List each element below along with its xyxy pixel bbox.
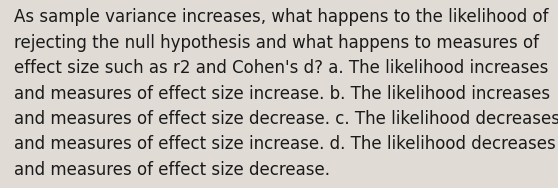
Text: effect size such as r2 and Cohen's d? a. The likelihood increases: effect size such as r2 and Cohen's d? a.… (14, 59, 549, 77)
Text: and measures of effect size increase. b. The likelihood increases: and measures of effect size increase. b.… (14, 85, 550, 103)
Text: and measures of effect size decrease.: and measures of effect size decrease. (14, 161, 330, 179)
Text: As sample variance increases, what happens to the likelihood of: As sample variance increases, what happe… (14, 8, 549, 27)
Text: and measures of effect size decrease. c. The likelihood decreases: and measures of effect size decrease. c.… (14, 110, 558, 128)
Text: and measures of effect size increase. d. The likelihood decreases: and measures of effect size increase. d.… (14, 135, 556, 153)
Text: rejecting the null hypothesis and what happens to measures of: rejecting the null hypothesis and what h… (14, 34, 539, 52)
